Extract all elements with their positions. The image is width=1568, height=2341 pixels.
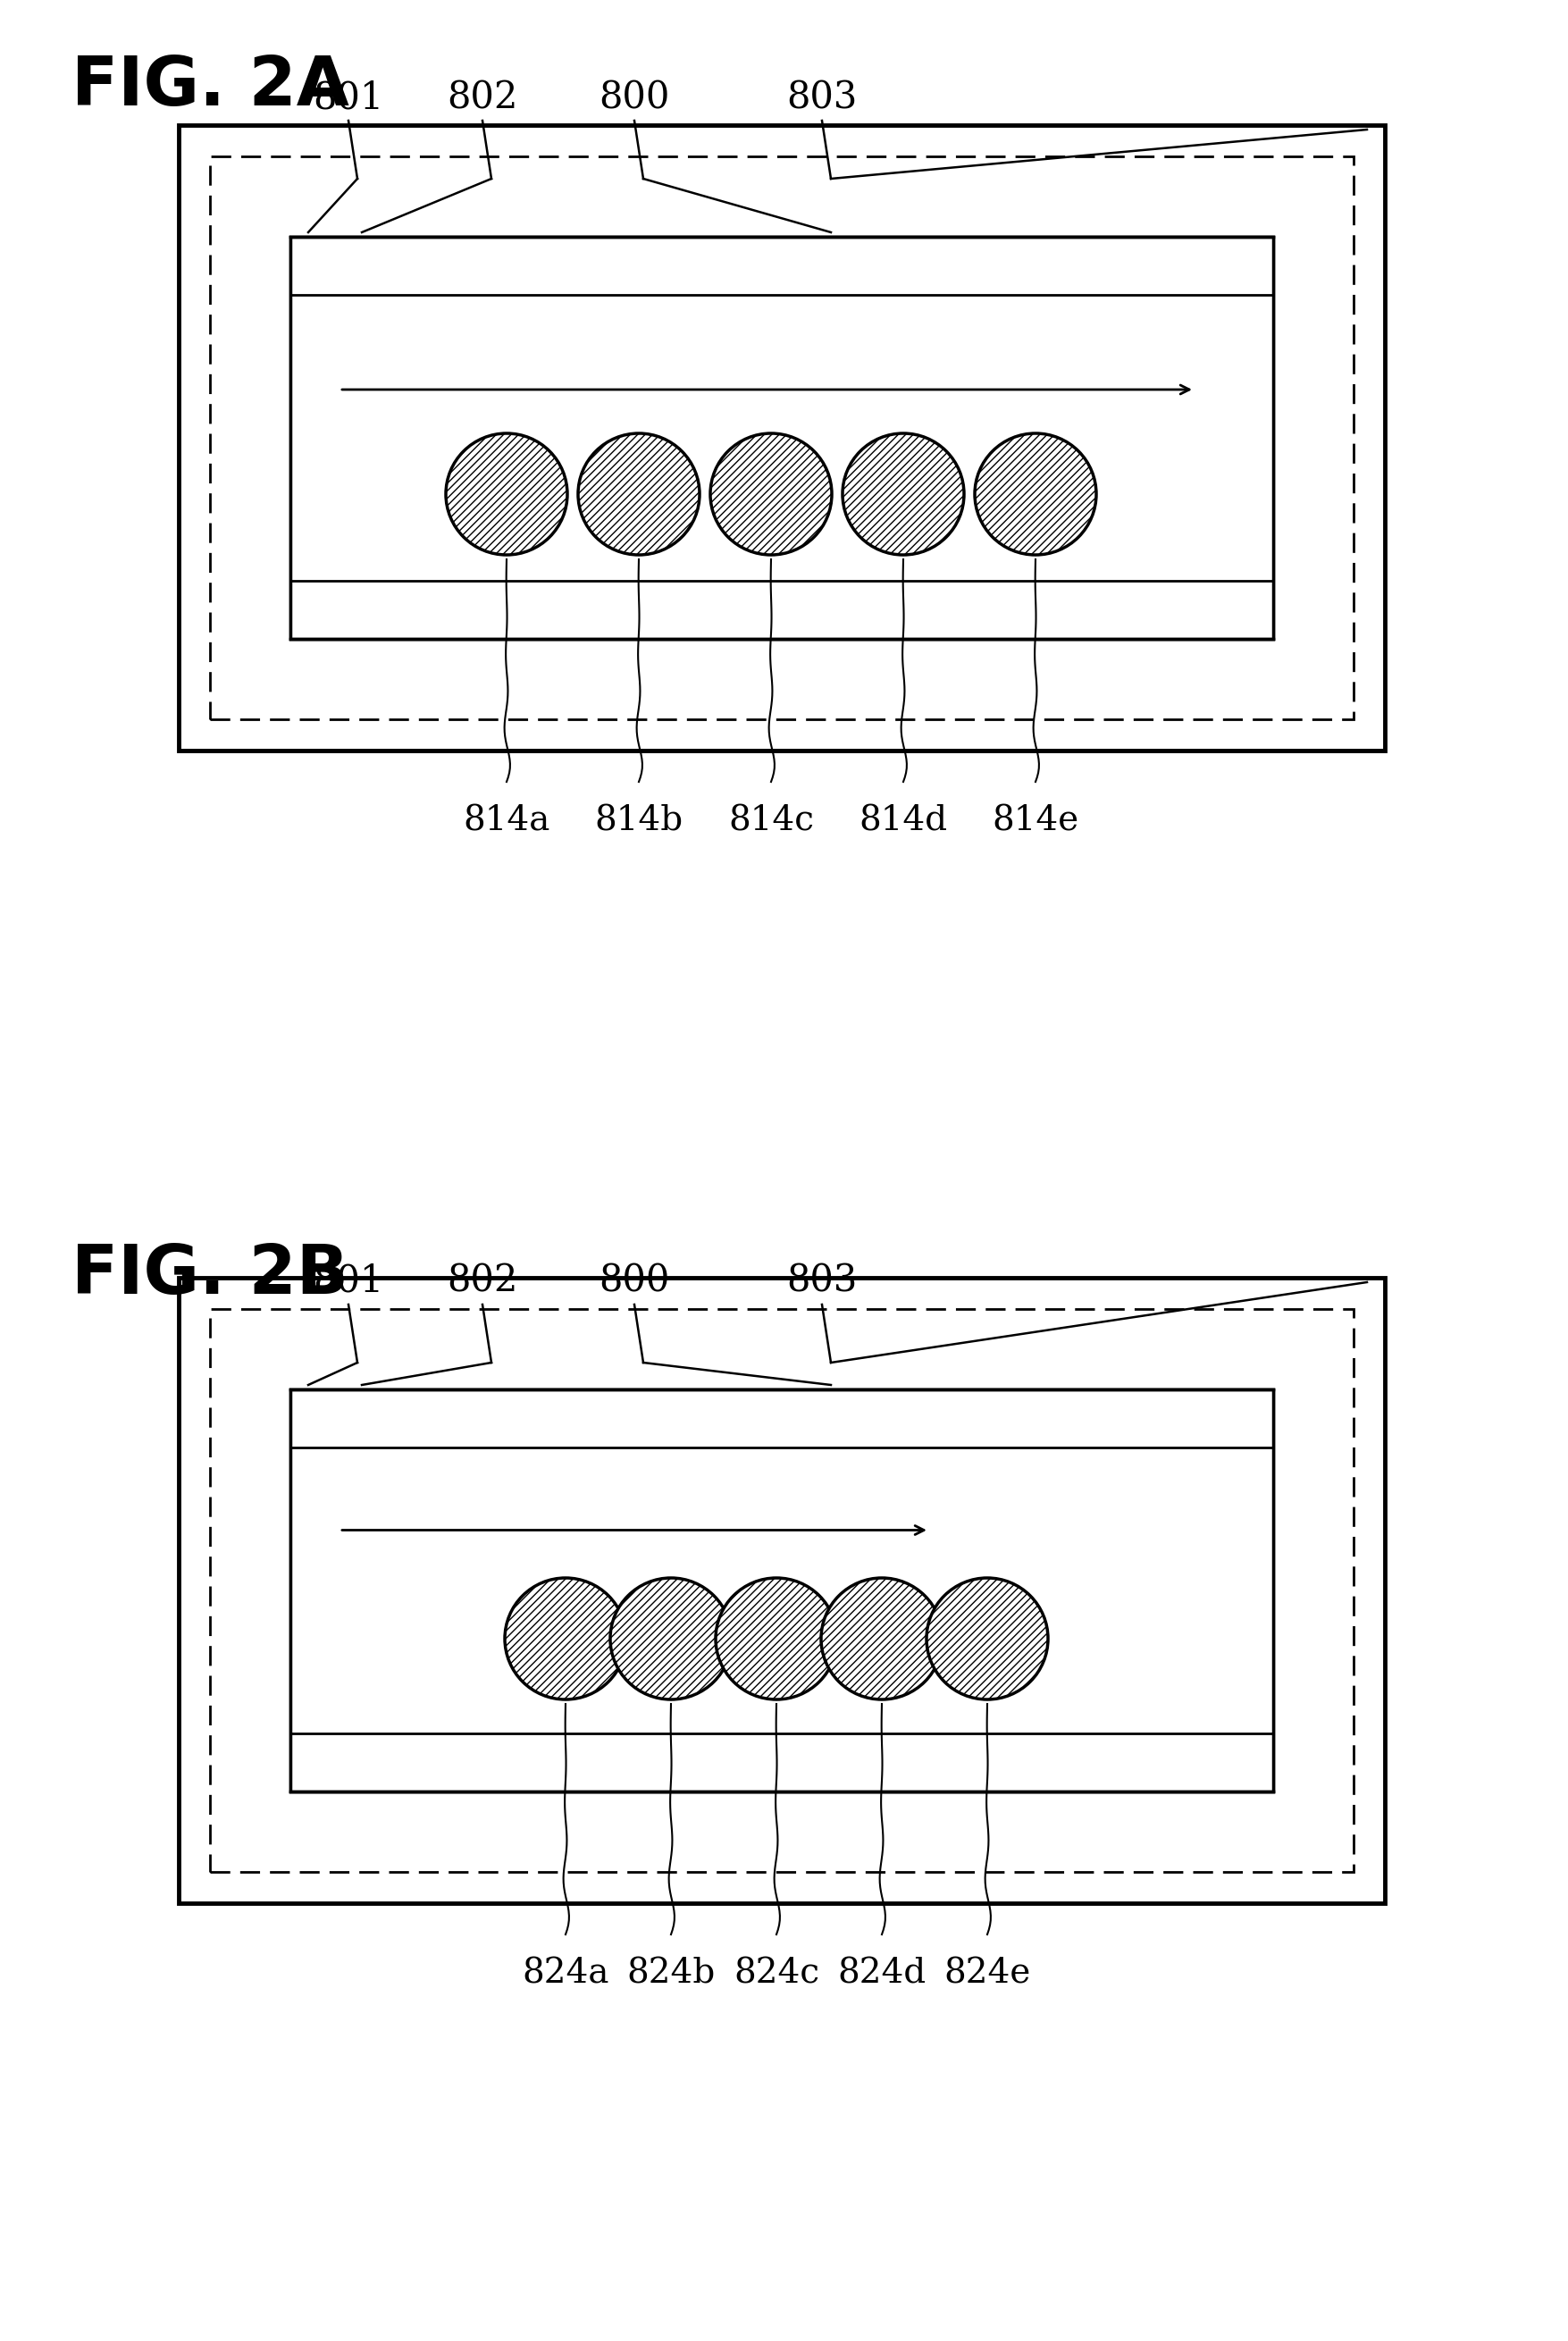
- Bar: [290, 1732, 1273, 1791]
- Circle shape: [842, 433, 963, 555]
- Bar: [179, 124, 1385, 751]
- Circle shape: [974, 433, 1096, 555]
- Text: 814b: 814b: [594, 805, 682, 838]
- Circle shape: [610, 1578, 731, 1700]
- Bar: [290, 236, 1273, 295]
- Bar: [290, 295, 1273, 581]
- Circle shape: [927, 1578, 1047, 1700]
- Text: 801: 801: [314, 80, 384, 117]
- Text: 814d: 814d: [859, 805, 947, 838]
- Bar: [290, 1391, 1273, 1791]
- Bar: [290, 1391, 1273, 1791]
- Circle shape: [710, 433, 831, 555]
- Bar: [290, 236, 1273, 639]
- Text: 814c: 814c: [728, 805, 814, 838]
- Text: FIG. 2A: FIG. 2A: [72, 54, 350, 119]
- Bar: [290, 1391, 1273, 1447]
- Circle shape: [505, 1578, 626, 1700]
- Text: 803: 803: [786, 80, 858, 117]
- Circle shape: [820, 1578, 942, 1700]
- Text: 824a: 824a: [522, 1957, 608, 1990]
- Circle shape: [610, 1578, 731, 1700]
- Circle shape: [715, 1578, 837, 1700]
- Text: 802: 802: [447, 1262, 517, 1299]
- Bar: [290, 581, 1273, 639]
- Bar: [210, 157, 1353, 719]
- Circle shape: [710, 433, 831, 555]
- Text: 824c: 824c: [734, 1957, 818, 1990]
- Circle shape: [445, 433, 568, 555]
- Bar: [210, 157, 1353, 719]
- Text: 802: 802: [447, 80, 517, 117]
- Text: 800: 800: [599, 1262, 670, 1299]
- Text: 803: 803: [786, 1262, 858, 1299]
- Text: 824e: 824e: [944, 1957, 1030, 1990]
- Text: 814e: 814e: [991, 805, 1079, 838]
- Circle shape: [820, 1578, 942, 1700]
- Circle shape: [577, 433, 699, 555]
- Text: 800: 800: [599, 80, 670, 117]
- Text: 801: 801: [314, 1262, 384, 1299]
- Circle shape: [577, 433, 699, 555]
- Bar: [210, 1309, 1353, 1873]
- Bar: [179, 1278, 1385, 1903]
- Text: 824b: 824b: [626, 1957, 715, 1990]
- Text: 824d: 824d: [837, 1957, 925, 1990]
- Circle shape: [715, 1578, 837, 1700]
- Circle shape: [974, 433, 1096, 555]
- Circle shape: [927, 1578, 1047, 1700]
- Text: 814a: 814a: [463, 805, 550, 838]
- Circle shape: [842, 433, 963, 555]
- Bar: [290, 1447, 1273, 1732]
- Text: FIG. 2B: FIG. 2B: [72, 1243, 348, 1309]
- Circle shape: [505, 1578, 626, 1700]
- Circle shape: [445, 433, 568, 555]
- Bar: [290, 236, 1273, 639]
- Bar: [210, 1309, 1353, 1873]
